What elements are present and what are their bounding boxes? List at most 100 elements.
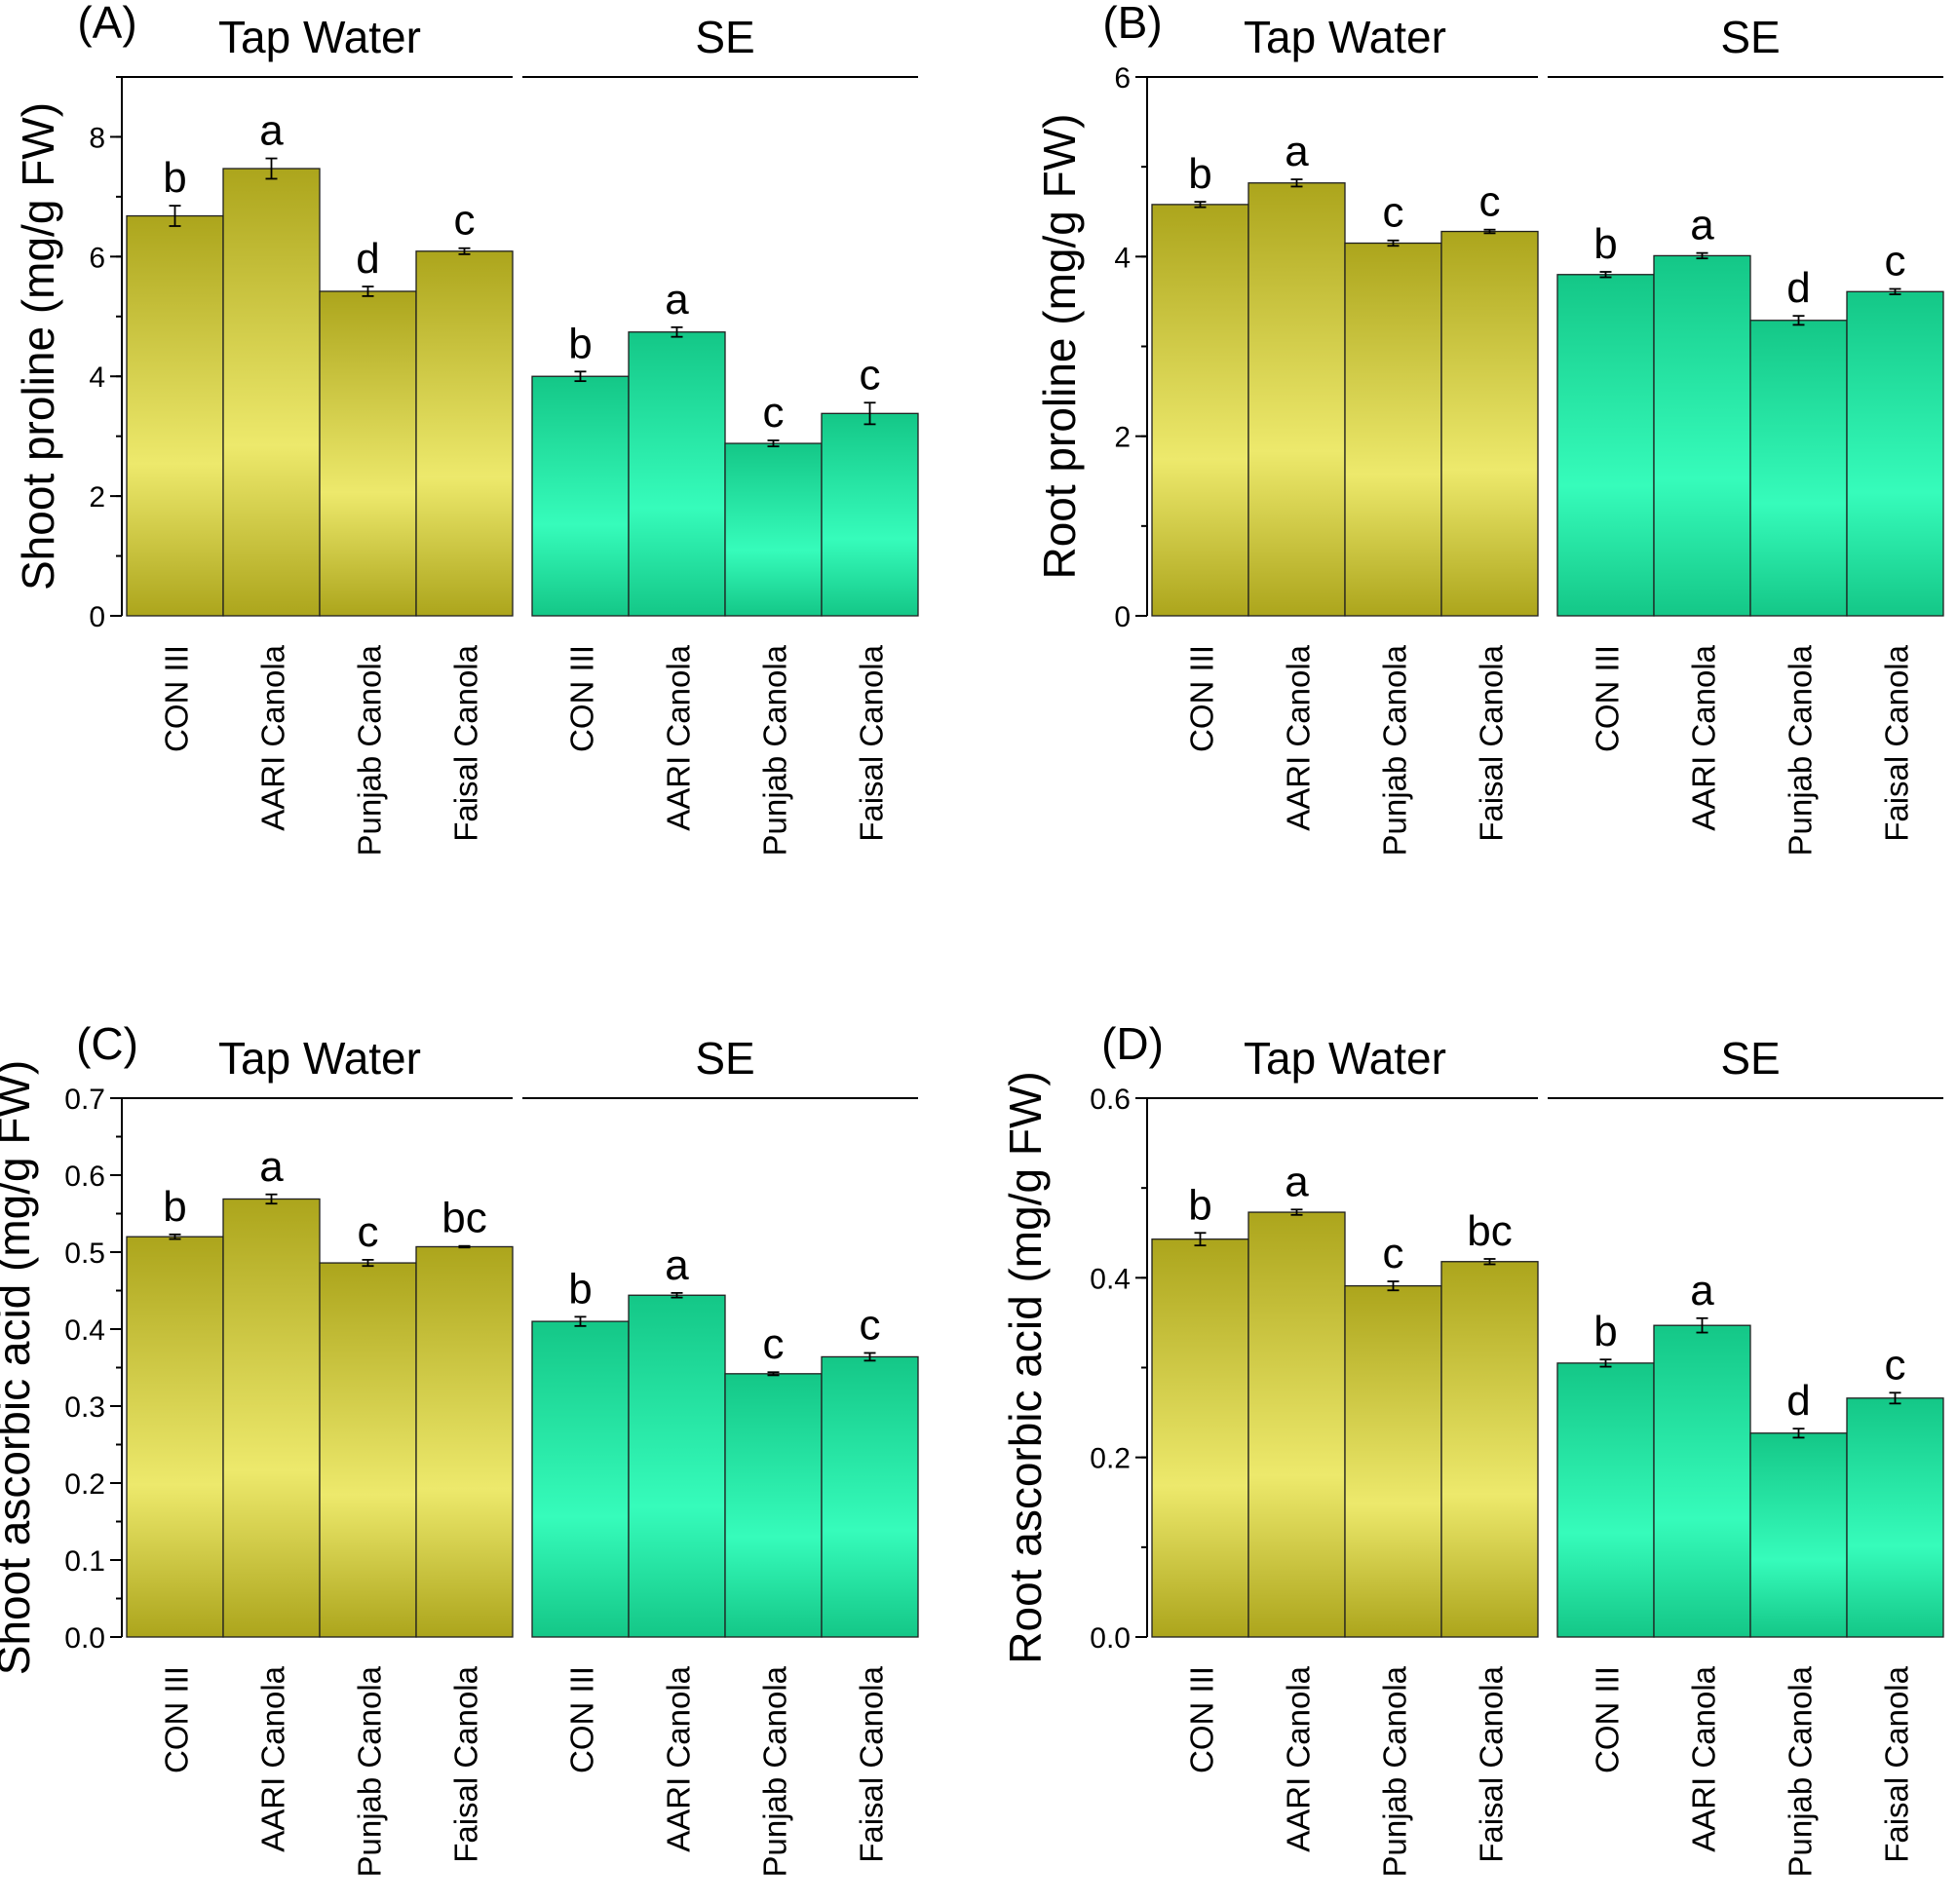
y-tick-label: 8 bbox=[89, 122, 105, 154]
significance-letter: bc bbox=[1467, 1207, 1512, 1255]
x-tick-label: AARI Canola bbox=[1281, 644, 1317, 830]
significance-letter: d bbox=[1786, 1377, 1810, 1425]
x-tick-label: AARI Canola bbox=[1686, 644, 1722, 830]
significance-letter: c bbox=[454, 197, 476, 245]
significance-letter: c bbox=[1885, 1341, 1906, 1389]
x-tick-label: AARI Canola bbox=[255, 1665, 291, 1851]
bar bbox=[1344, 242, 1442, 617]
y-tick-label: 0.6 bbox=[64, 1161, 105, 1193]
bar bbox=[1846, 1397, 1944, 1638]
x-tick-label: Punjab Canola bbox=[1783, 644, 1819, 856]
y-tick-label: 4 bbox=[89, 362, 105, 394]
group-header-label: Tap Water bbox=[1244, 12, 1446, 62]
y-tick-label: 0.2 bbox=[64, 1468, 105, 1501]
significance-letter: c bbox=[860, 1301, 881, 1349]
significance-letter: a bbox=[1285, 1158, 1309, 1205]
significance-letter: c bbox=[763, 389, 785, 437]
significance-letter: a bbox=[1285, 128, 1309, 175]
y-tick-label: 0.6 bbox=[1090, 1084, 1131, 1116]
bar bbox=[531, 1320, 630, 1638]
bar bbox=[821, 412, 919, 617]
group-header-label: Tap Water bbox=[218, 1033, 421, 1084]
group-header-label: SE bbox=[1720, 1033, 1780, 1084]
y-tick-label: 0.7 bbox=[64, 1084, 105, 1116]
y-tick-label: 6 bbox=[1114, 62, 1131, 95]
y-tick-label: 2 bbox=[89, 481, 105, 514]
panel-label: (D) bbox=[1101, 1018, 1164, 1069]
chart-panel-c: (C) Tap Water SE 0.0 0.1 0.2 0.3 0.4 0.5 0.6 0.7 Sh… bbox=[0, 1018, 919, 1878]
bar bbox=[126, 1236, 224, 1638]
significance-letter: c bbox=[860, 351, 881, 399]
significance-letter: b bbox=[568, 1265, 592, 1313]
bar bbox=[724, 442, 823, 617]
significance-letter: c bbox=[1383, 1230, 1404, 1277]
significance-letter: a bbox=[259, 1143, 284, 1191]
significance-letter: b bbox=[1593, 1308, 1617, 1355]
chart-panel-d: (D) Tap Water SE 0.0 0.2 0.4 0.6 Root ascorbic … bbox=[1000, 1018, 1944, 1878]
significance-letter: b bbox=[1188, 150, 1211, 198]
x-tick-label: AARI Canola bbox=[1686, 1665, 1722, 1851]
x-tick-label: CON III bbox=[564, 1666, 600, 1773]
bar bbox=[1151, 204, 1249, 617]
x-tick-label: Faisal Canola bbox=[448, 644, 484, 841]
bar bbox=[628, 1294, 726, 1638]
x-tick-label: CON III bbox=[564, 645, 600, 752]
bar bbox=[1653, 1324, 1751, 1638]
bar bbox=[319, 290, 417, 617]
x-tick-label: AARI Canola bbox=[255, 644, 291, 830]
x-tick-label: AARI Canola bbox=[1281, 1665, 1317, 1851]
significance-letter: b bbox=[1188, 1181, 1211, 1229]
bar bbox=[1556, 274, 1655, 617]
bar bbox=[531, 375, 630, 617]
significance-letter: b bbox=[163, 154, 186, 202]
bar bbox=[415, 250, 514, 617]
panel-label: (A) bbox=[77, 0, 136, 48]
x-tick-label: Faisal Canola bbox=[1879, 1665, 1915, 1862]
significance-letter: c bbox=[1383, 189, 1404, 237]
bar bbox=[1653, 254, 1751, 617]
x-tick-label: CON III bbox=[159, 1666, 195, 1773]
bar bbox=[821, 1355, 919, 1638]
x-tick-label: Punjab Canola bbox=[1783, 1665, 1819, 1877]
bar bbox=[724, 1373, 823, 1638]
y-tick-label: 0.5 bbox=[64, 1238, 105, 1270]
chart-panel-a: (A) Tap Water SE 0 2 4 6 8 Shoot proline (mg/g F… bbox=[13, 0, 919, 857]
bar bbox=[1749, 1432, 1848, 1638]
y-tick-label: 6 bbox=[89, 242, 105, 274]
group-header-label: SE bbox=[1720, 12, 1780, 62]
significance-letter: c bbox=[1885, 238, 1906, 286]
significance-letter: a bbox=[259, 107, 284, 155]
y-tick-label: 0 bbox=[89, 601, 105, 633]
y-tick-label: 0.0 bbox=[1090, 1622, 1131, 1655]
significance-letter: a bbox=[665, 1241, 689, 1289]
bar bbox=[222, 168, 321, 617]
significance-letter: a bbox=[665, 276, 689, 324]
panels: (A) Tap Water SE 0 2 4 6 8 Shoot proline (mg/g F… bbox=[0, 0, 1944, 1878]
significance-letter: bc bbox=[441, 1195, 486, 1242]
x-tick-label: Punjab Canola bbox=[352, 644, 388, 856]
y-tick-label: 0.3 bbox=[64, 1391, 105, 1424]
bar bbox=[415, 1245, 514, 1638]
significance-letter: c bbox=[358, 1208, 379, 1256]
significance-letter: b bbox=[568, 320, 592, 367]
significance-letter: d bbox=[1786, 264, 1810, 312]
bar bbox=[628, 331, 726, 617]
significance-letter: c bbox=[763, 1320, 785, 1368]
x-tick-label: Faisal Canola bbox=[448, 1665, 484, 1862]
x-tick-label: AARI Canola bbox=[661, 1665, 697, 1851]
bar bbox=[1440, 1261, 1539, 1638]
significance-letter: b bbox=[1593, 220, 1617, 268]
y-tick-label: 0 bbox=[1114, 601, 1131, 633]
x-tick-label: Punjab Canola bbox=[757, 644, 793, 856]
bar bbox=[222, 1198, 321, 1638]
panel-label: (B) bbox=[1102, 0, 1162, 48]
bar bbox=[1846, 290, 1944, 617]
bar bbox=[1151, 1238, 1249, 1638]
group-header-label: SE bbox=[695, 1033, 754, 1084]
x-tick-label: AARI Canola bbox=[661, 644, 697, 830]
significance-letter: a bbox=[1690, 1267, 1714, 1314]
x-tick-label: Punjab Canola bbox=[757, 1665, 793, 1877]
x-tick-label: Faisal Canola bbox=[1474, 1665, 1510, 1862]
y-tick-label: 0.2 bbox=[1090, 1443, 1131, 1475]
